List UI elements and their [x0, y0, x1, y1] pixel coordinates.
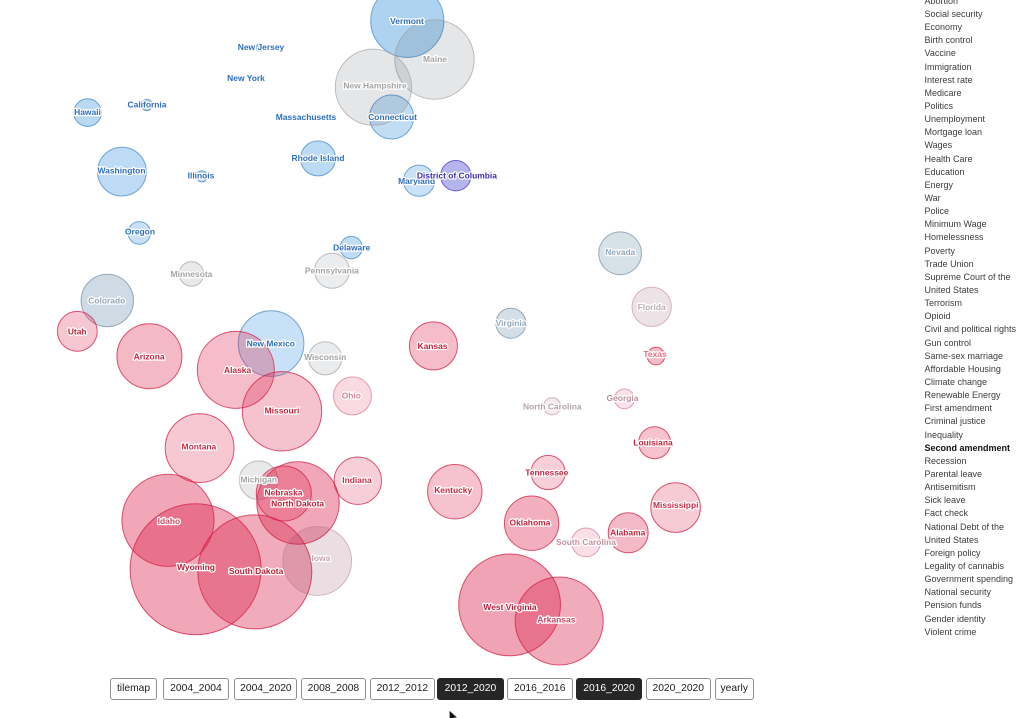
- svg-text:Vermont: Vermont: [390, 16, 424, 26]
- svg-text:Rhode Island: Rhode Island: [292, 153, 345, 163]
- svg-text:Wisconsin: Wisconsin: [304, 352, 346, 362]
- svg-text:Indiana: Indiana: [342, 475, 372, 485]
- svg-text:Nebraska: Nebraska: [265, 487, 303, 497]
- svg-text:Michigan: Michigan: [240, 474, 277, 484]
- svg-text:South Dakota: South Dakota: [229, 566, 284, 576]
- svg-text:Texas: Texas: [643, 349, 667, 359]
- svg-text:Kansas: Kansas: [417, 341, 447, 351]
- svg-text:Florida: Florida: [638, 302, 666, 312]
- svg-text:Arizona: Arizona: [134, 352, 165, 362]
- svg-text:Maryland: Maryland: [398, 176, 435, 186]
- svg-text:Oregon: Oregon: [125, 226, 155, 236]
- svg-text:Pennsylvania: Pennsylvania: [305, 266, 359, 276]
- svg-text:Oklahoma: Oklahoma: [510, 518, 551, 528]
- svg-text:Wyoming: Wyoming: [177, 562, 215, 572]
- svg-text:Illinois: Illinois: [188, 171, 215, 181]
- svg-text:Missouri: Missouri: [265, 405, 300, 415]
- svg-text:Alaska: Alaska: [224, 365, 252, 375]
- svg-text:Massachusetts: Massachusetts: [276, 112, 337, 122]
- svg-text:Kentucky: Kentucky: [434, 485, 472, 495]
- svg-text:New Mexico: New Mexico: [247, 339, 295, 349]
- svg-text:South Carolina: South Carolina: [556, 537, 616, 547]
- svg-text:Colorado: Colorado: [88, 296, 125, 306]
- svg-text:New York: New York: [227, 73, 265, 83]
- svg-text:Idaho: Idaho: [158, 516, 181, 526]
- svg-text:Mississippi: Mississippi: [653, 500, 698, 510]
- svg-text:Minnesota: Minnesota: [171, 269, 213, 279]
- svg-text:Georgia: Georgia: [607, 393, 639, 403]
- svg-text:North Carolina: North Carolina: [523, 401, 582, 411]
- svg-text:Louisiana: Louisiana: [633, 438, 673, 448]
- svg-text:Connecticut: Connecticut: [368, 112, 417, 122]
- svg-text:New Jersey: New Jersey: [238, 42, 285, 52]
- svg-text:Nevada: Nevada: [605, 247, 635, 257]
- svg-text:Iowa: Iowa: [312, 553, 331, 563]
- svg-text:California: California: [128, 100, 167, 110]
- svg-text:North Dakota: North Dakota: [271, 499, 324, 509]
- svg-text:Washington: Washington: [98, 166, 146, 176]
- svg-text:Hawaii: Hawaii: [74, 107, 101, 117]
- svg-text:West Virginia: West Virginia: [483, 602, 536, 612]
- svg-text:Alabama: Alabama: [610, 527, 645, 537]
- svg-text:Tennessee: Tennessee: [525, 468, 568, 478]
- svg-text:Virginia: Virginia: [496, 318, 527, 328]
- svg-text:New Hampshire: New Hampshire: [343, 81, 407, 91]
- svg-text:Maine: Maine: [423, 54, 447, 64]
- svg-text:Ohio: Ohio: [342, 390, 361, 400]
- svg-text:Montana: Montana: [182, 441, 217, 451]
- svg-text:Arkansas: Arkansas: [537, 615, 575, 625]
- svg-text:Utah: Utah: [68, 327, 87, 337]
- svg-text:Delaware: Delaware: [333, 242, 370, 252]
- svg-text:District of Columbia: District of Columbia: [417, 170, 497, 180]
